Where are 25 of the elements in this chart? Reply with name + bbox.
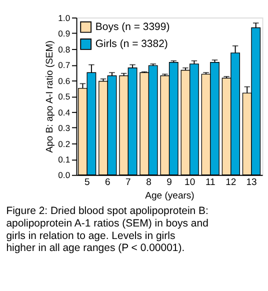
- y-tick-label: 0.2: [58, 138, 70, 149]
- y-tick-label: 0.1: [58, 154, 70, 164]
- y-tick-label: 0.5: [58, 92, 70, 102]
- y-tick-label: 0.0: [58, 170, 70, 180]
- x-tick-label: 7: [126, 176, 131, 188]
- y-tick-label: 0.8: [58, 44, 70, 54]
- y-tick-label: 0.6: [58, 76, 70, 86]
- x-tick-label: 10: [184, 176, 196, 188]
- x-tick-label: 6: [104, 176, 110, 188]
- legend-label: Boys (n = 3399): [95, 22, 170, 33]
- x-tick-label: 9: [166, 176, 172, 188]
- x-axis-title: Age (years): [145, 190, 194, 202]
- y-tick-label: 1.0: [58, 12, 70, 23]
- x-tick-label: 11: [205, 176, 216, 188]
- x-tick-label: 5: [84, 176, 90, 188]
- y-tick-label: 0.3: [58, 123, 70, 134]
- y-axis-title: Apo B: apo A-I ratio (SEM): [44, 40, 56, 153]
- caption: Figure 2: Dried blood spot apolipoprotein B: apolipoprotein A-1 ratios (SEM) in boys and girls in relation to age. Levels in girls higher in all age ranges (P < 0.00001).: [6, 206, 209, 254]
- y-tick-label: 0.7: [58, 60, 70, 70]
- x-tick-label: 13: [246, 176, 257, 188]
- legend-label: Girls (n = 3382): [95, 39, 168, 50]
- x-tick-label: 12: [226, 176, 236, 188]
- y-tick-label: 0.9: [58, 28, 70, 39]
- y-tick-label: 0.4: [58, 107, 70, 118]
- x-tick-label: 8: [146, 176, 152, 188]
